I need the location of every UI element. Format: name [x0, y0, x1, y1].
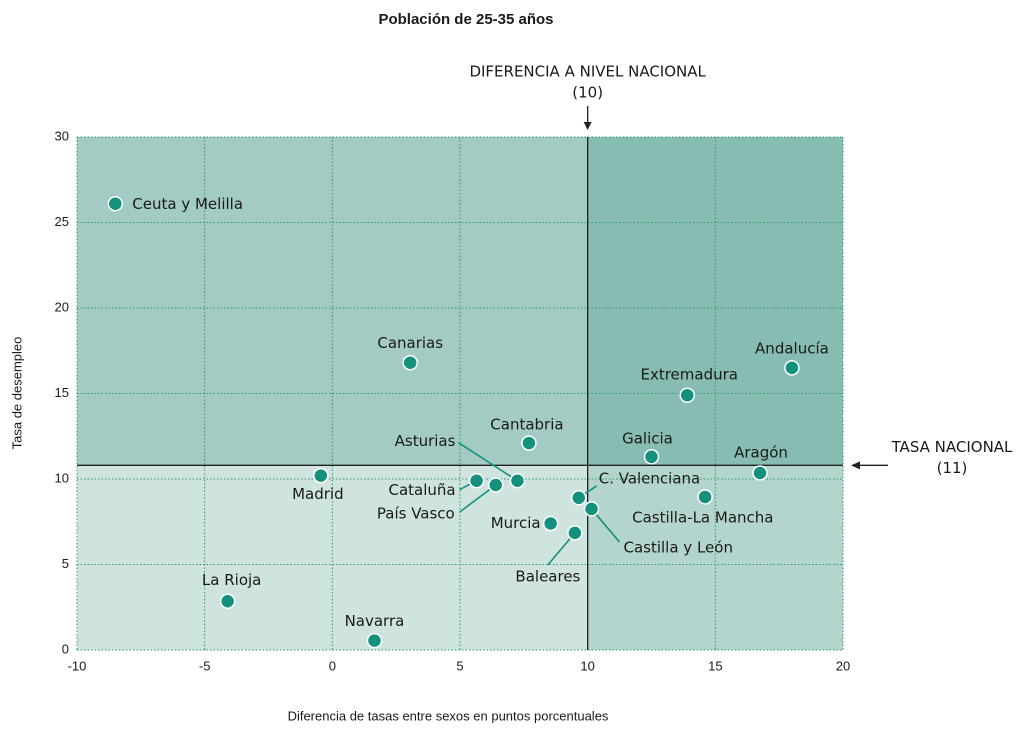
arrow-head — [851, 461, 860, 470]
point — [313, 467, 329, 484]
point — [752, 465, 768, 481]
y-tick-label: 0 — [62, 641, 69, 656]
point — [509, 472, 526, 489]
point-label: Cantabria — [490, 416, 563, 434]
point-label: Andalucía — [755, 339, 829, 357]
point-label: Castilla y León — [623, 538, 732, 556]
x-tick-label: 20 — [836, 658, 850, 673]
point-label: Cataluña — [388, 481, 455, 499]
point-label: Aragón — [734, 444, 788, 462]
x-axis-label: Diferencia de tasas entre sexos en punto… — [288, 708, 609, 723]
point-label: Canarias — [377, 334, 443, 352]
y-tick-label: 15 — [55, 385, 69, 400]
x-tick-label: 15 — [708, 658, 722, 673]
x-tick-label: -5 — [199, 658, 211, 673]
x-tick-label: -10 — [68, 658, 87, 673]
point — [107, 195, 124, 212]
point-label: Murcia — [491, 514, 541, 532]
leader-line — [458, 442, 518, 482]
point-label: Baleares — [515, 567, 580, 585]
point-label: Navarra — [345, 612, 405, 630]
annotation: (10) — [572, 84, 603, 102]
annotation: TASA NACIONAL — [891, 438, 1013, 456]
y-tick-label: 20 — [55, 299, 69, 314]
y-tick-label: 5 — [62, 556, 69, 571]
point — [679, 387, 695, 403]
annotation: DIFERENCIA A NIVEL NACIONAL — [469, 63, 706, 81]
arrow-head — [583, 122, 592, 130]
point — [567, 525, 583, 541]
point — [521, 435, 537, 451]
point — [402, 354, 418, 371]
y-tick-label: 10 — [55, 470, 69, 485]
point — [542, 515, 559, 532]
point-label: Castilla-La Mancha — [632, 508, 773, 526]
point — [784, 360, 800, 376]
point-label: Madrid — [292, 485, 344, 503]
point-label: La Rioja — [202, 571, 261, 589]
point — [366, 632, 383, 649]
point — [487, 477, 504, 493]
x-tick-label: 5 — [456, 658, 463, 673]
point — [697, 489, 713, 505]
annotation: (11) — [937, 459, 968, 477]
y-tick-label: 25 — [55, 214, 69, 229]
chart-title: Población de 25-35 años — [378, 11, 553, 28]
point — [468, 472, 485, 489]
point — [583, 501, 600, 517]
point-label: Galicia — [622, 429, 673, 447]
y-tick-label: 30 — [55, 128, 69, 143]
point-label: C. Valenciana — [599, 469, 701, 487]
x-tick-label: 0 — [329, 658, 336, 673]
point-label: Extremadura — [640, 366, 738, 384]
point-label: Ceuta y Melilla — [132, 195, 243, 213]
point — [643, 449, 660, 465]
point-label: Asturias — [395, 432, 456, 450]
point — [219, 593, 236, 610]
point-label: País Vasco — [377, 504, 455, 522]
point — [570, 490, 587, 506]
x-tick-label: 10 — [580, 658, 594, 673]
y-axis-label: Tasa de desempleo — [9, 337, 24, 450]
